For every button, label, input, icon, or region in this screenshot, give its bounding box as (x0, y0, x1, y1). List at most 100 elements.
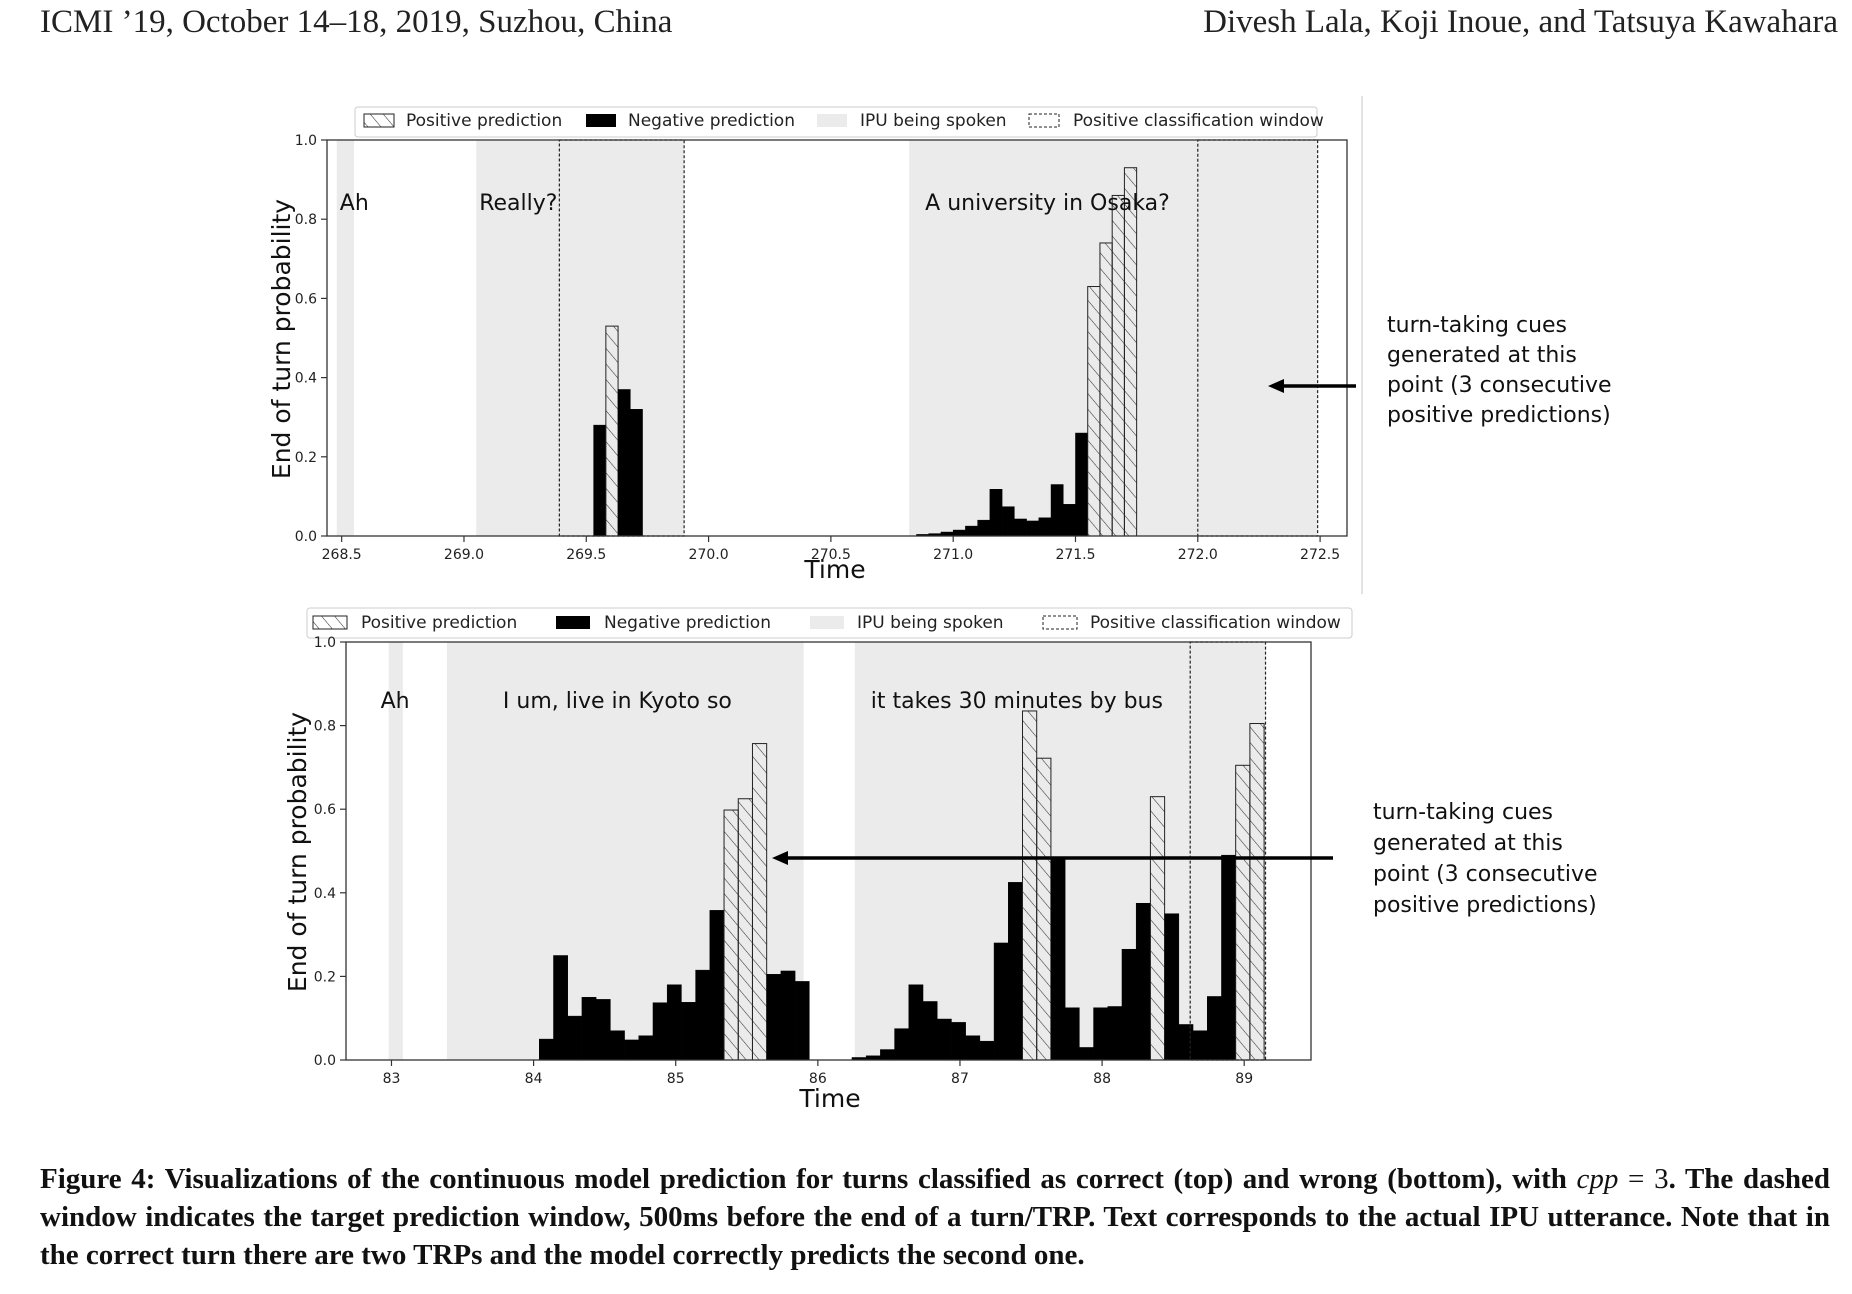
negative-prediction-bar (1107, 1006, 1123, 1061)
y-tick-label: 0.2 (295, 450, 317, 466)
negative-prediction-bar (595, 999, 611, 1061)
legend-positive-swatch (363, 113, 395, 128)
caption-equation: = 3 (1618, 1163, 1669, 1195)
negative-prediction-bar (1221, 854, 1236, 1061)
negative-prediction-bar (766, 974, 782, 1061)
y-tick-label: 0.4 (295, 371, 317, 387)
positive-prediction-bar (723, 809, 739, 1061)
ipu-utterance-text: A university in Osaka? (925, 191, 1170, 216)
negative-prediction-bar (666, 984, 682, 1061)
bottom-cue-line-1: turn-taking cues (1373, 800, 1553, 825)
y-tick-label: 0.8 (295, 212, 317, 228)
negative-prediction-bar (681, 1002, 696, 1061)
x-tick-label: 269.0 (444, 547, 484, 563)
legend-positive-swatch (312, 615, 348, 630)
x-tick-label: 272.5 (1300, 547, 1340, 563)
negative-prediction-bar (567, 1015, 583, 1061)
legend-ipu-label: IPU being spoken (860, 111, 1007, 131)
bottom-x-axis-label: Time (798, 1084, 860, 1113)
negative-prediction-bar (610, 1030, 625, 1061)
x-tick-label: 88 (1093, 1071, 1111, 1087)
x-tick-label: 271.5 (1055, 547, 1095, 563)
x-tick-label: 270.0 (689, 547, 729, 563)
ipu-span (476, 140, 685, 536)
bottom-cue-line-3: point (3 consecutive (1373, 862, 1598, 887)
caption-part-1: Figure 4: Visualizations of the continuo… (40, 1163, 1567, 1195)
ipu-utterance-text: I um, live in Kyoto so (503, 689, 732, 714)
top-cue-line-1: turn-taking cues (1387, 313, 1567, 338)
figure-caption: Figure 4: Visualizations of the continuo… (40, 1160, 1830, 1274)
y-tick-label: 0.4 (314, 886, 336, 902)
plot-frame (345, 641, 1312, 1061)
negative-prediction-bar (1014, 518, 1027, 537)
negative-prediction-bar (977, 519, 991, 537)
negative-prediction-bar (908, 984, 924, 1061)
legend-window-label: Positive classification window (1090, 613, 1341, 633)
ipu-span (388, 642, 403, 1060)
bottom-cue-line-2: generated at this (1373, 831, 1563, 856)
bottom-y-axis-label: End of turn probability (283, 712, 312, 992)
negative-prediction-bar (1001, 506, 1015, 537)
positive-prediction-bar (1149, 796, 1166, 1061)
y-tick-label: 0.0 (295, 529, 317, 545)
negative-prediction-bar (952, 529, 966, 537)
negative-prediction-bar (965, 525, 978, 537)
positive-prediction-bar (1249, 723, 1265, 1061)
plot-frame (326, 139, 1348, 537)
negative-prediction-bar (1050, 484, 1064, 537)
positive-prediction-bar (751, 743, 768, 1061)
y-tick-label: 0.6 (295, 291, 317, 307)
negative-prediction-bar (1008, 882, 1023, 1061)
positive-prediction-bar (605, 325, 619, 537)
legend-positive-label: Positive prediction (406, 111, 562, 131)
legend-negative-swatch (586, 114, 616, 127)
positive-prediction-bar (1235, 764, 1251, 1061)
negative-prediction-bar (780, 970, 796, 1061)
negative-prediction-bar (951, 1022, 966, 1061)
running-header-authors: Divesh Lala, Koji Inoue, and Tatsuya Kaw… (1203, 4, 1838, 40)
x-tick-label: 84 (525, 1071, 543, 1087)
bottom-plot-area: Ah I um, live in Kyoto so it takes 30 minu… (314, 635, 1312, 1087)
negative-prediction-bar (709, 910, 725, 1061)
negative-prediction-bar (539, 1038, 554, 1061)
positive-prediction-bar (1111, 194, 1125, 537)
y-tick-label: 1.0 (295, 133, 317, 149)
top-cue-annotation: turn-taking cues generated at this point… (1268, 313, 1612, 428)
negative-prediction-bar (593, 424, 607, 537)
legend-window-swatch (1028, 113, 1060, 128)
negative-prediction-bar (1192, 1030, 1208, 1061)
negative-prediction-bar (1063, 504, 1076, 537)
y-tick-label: 1.0 (314, 635, 336, 651)
negative-prediction-bar (581, 997, 597, 1061)
top-cue-line-3: point (3 consecutive (1387, 373, 1612, 398)
x-tick-label: 270.5 (811, 547, 851, 563)
x-tick-label: 89 (1235, 1071, 1253, 1087)
negative-prediction-bar (979, 1040, 995, 1061)
x-tick-label: 271.0 (933, 547, 973, 563)
negative-prediction-bar (1064, 1007, 1080, 1061)
positive-prediction-bar (1036, 757, 1052, 1061)
negative-prediction-bar (1164, 913, 1180, 1061)
x-tick-label: 83 (383, 1071, 401, 1087)
ipu-utterance-text: it takes 30 minutes by bus (871, 689, 1163, 714)
bottom-cue-annotation: turn-taking cues generated at this point… (772, 800, 1598, 918)
top-legend: Positive prediction Negative prediction … (354, 106, 1324, 138)
x-tick-label: 86 (809, 1071, 827, 1087)
figure-4: Positive prediction Negative prediction … (267, 96, 1612, 1113)
legend-ipu-swatch (817, 114, 847, 127)
negative-prediction-bar (553, 955, 568, 1061)
legend-ipu-label: IPU being spoken (857, 613, 1004, 633)
negative-prediction-bar (1050, 857, 1066, 1061)
caption-variable: cpp (1576, 1163, 1619, 1195)
positive-prediction-bar (737, 798, 753, 1061)
negative-prediction-bar (695, 969, 711, 1061)
running-header-venue: ICMI ’19, October 14–18, 2019, Suzhou, C… (40, 4, 673, 40)
negative-prediction-bar (1026, 520, 1040, 537)
legend-negative-label: Negative prediction (604, 613, 771, 633)
negative-prediction-bar (936, 1018, 952, 1061)
negative-prediction-bar (1079, 1047, 1094, 1061)
negative-prediction-bar (1207, 996, 1222, 1061)
top-panel: Positive prediction Negative prediction … (267, 106, 1612, 584)
top-y-axis-label: End of turn probability (267, 199, 296, 479)
negative-prediction-bar (630, 409, 643, 537)
